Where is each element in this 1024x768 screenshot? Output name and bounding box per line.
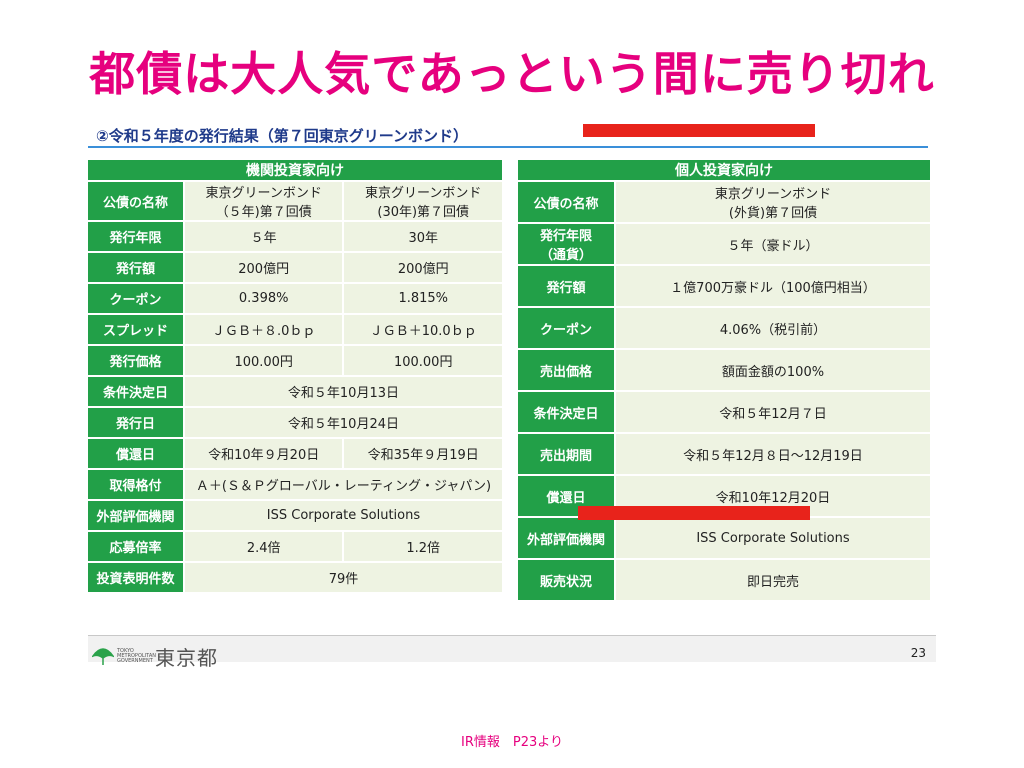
logo-english-text: TOKYO METROPOLITAN GOVERNMENT (117, 648, 156, 664)
row-value-5yr: 0.398% (184, 284, 343, 313)
row-value: ISS Corporate Solutions (184, 501, 502, 530)
table-header-row: 個人投資家向け (518, 160, 930, 180)
row-value: Ａ＋(Ｓ＆Ｐグローバル・レーティング・ジャパン) (184, 470, 502, 499)
row-value: 即日完売 (616, 560, 930, 600)
page-title: 都債は大人気であっという間に売り切れ (89, 47, 935, 101)
row-value-5yr: ＪＧＢ＋８.0ｂｐ (184, 315, 343, 344)
table-header: 個人投資家向け (518, 160, 930, 180)
logo-japanese-text: 東京都 (155, 646, 218, 670)
source-caption: IR情報 P23より (461, 735, 563, 750)
row-value: 額面金額の100% (616, 350, 930, 390)
row-label: 条件決定日 (518, 392, 614, 432)
red-highlight-name (583, 124, 815, 137)
row-value-5yr: 100.00円 (184, 346, 343, 375)
row-value: 令和５年10月24日 (184, 408, 502, 437)
individual-investor-table: 個人投資家向け 公債の名称 東京グリーンボンド (外貨)第７回債 発行年限 （通貨） ５年（… (516, 158, 932, 602)
row-value: ５年（豪ドル） (616, 224, 930, 264)
row-value: 東京グリーンボンド (外貨)第７回債 (616, 182, 930, 222)
row-label: 発行年限 （通貨） (518, 224, 614, 264)
row-label: 発行年限 (88, 222, 183, 251)
table-header-row: 機関投資家向け (88, 160, 502, 180)
red-highlight-sales-status (578, 506, 810, 520)
row-value-30yr: 30年 (344, 222, 502, 251)
table-row: 外部評価機関 ISS Corporate Solutions (518, 518, 930, 558)
table-row: 売出期間 令和５年12月８日～12月19日 (518, 434, 930, 474)
slide-footer: TOKYO METROPOLITAN GOVERNMENT 東京都 23 (88, 636, 936, 670)
row-value: 79件 (184, 563, 502, 592)
table-row: 公債の名称 東京グリーンボンド （５年)第７回債 東京グリーンボンド (30年)第７回債 (88, 182, 502, 220)
table-row: 販売状況 即日完売 (518, 560, 930, 600)
subtitle-underline (88, 146, 928, 148)
table-row: 発行額 １億700万豪ドル（100億円相当） (518, 266, 930, 306)
row-value-30yr: ＪＧＢ＋10.0ｂｐ (344, 315, 502, 344)
row-label: 応募倍率 (88, 532, 183, 561)
table-row: クーポン 4.06%（税引前） (518, 308, 930, 348)
row-value-5yr: 2.4倍 (184, 532, 343, 561)
table-row: 発行年限 ５年 30年 (88, 222, 502, 251)
table-row: 外部評価機関 ISS Corporate Solutions (88, 501, 502, 530)
table-row: 条件決定日 令和５年10月13日 (88, 377, 502, 406)
row-label: 取得格付 (88, 470, 183, 499)
ginkgo-leaf-icon (92, 647, 114, 665)
table-row: 投資表明件数 79件 (88, 563, 502, 592)
row-value: ISS Corporate Solutions (616, 518, 930, 558)
row-label: 投資表明件数 (88, 563, 183, 592)
table-row: 条件決定日 令和５年12月７日 (518, 392, 930, 432)
table-row: 売出価格 額面金額の100% (518, 350, 930, 390)
row-label: スプレッド (88, 315, 183, 344)
slide: ②令和５年度の発行結果（第７回東京グリーンボンド） 機関投資家向け 公債の名称 東京… (86, 115, 936, 670)
row-label: 売出期間 (518, 434, 614, 474)
row-label: 売出価格 (518, 350, 614, 390)
row-label: 発行額 (518, 266, 614, 306)
row-label: クーポン (88, 284, 183, 313)
row-label: 公債の名称 (88, 182, 183, 220)
table-row: 取得格付 Ａ＋(Ｓ＆Ｐグローバル・レーティング・ジャパン) (88, 470, 502, 499)
row-label: 外部評価機関 (518, 518, 614, 558)
row-value: １億700万豪ドル（100億円相当） (616, 266, 930, 306)
row-value: 令和５年12月７日 (616, 392, 930, 432)
row-value: 令和５年12月８日～12月19日 (616, 434, 930, 474)
row-value: 4.06%（税引前） (616, 308, 930, 348)
row-value-30yr: 東京グリーンボンド (30年)第７回債 (344, 182, 502, 220)
row-value-30yr: 200億円 (344, 253, 502, 282)
table-row: 償還日 令和10年９月20日 令和35年９月19日 (88, 439, 502, 468)
row-label: 償還日 (518, 476, 614, 516)
row-value-5yr: 令和10年９月20日 (184, 439, 343, 468)
row-value-30yr: 令和35年９月19日 (344, 439, 502, 468)
row-value-5yr: ５年 (184, 222, 343, 251)
row-label: クーポン (518, 308, 614, 348)
table-row: 発行価格 100.00円 100.00円 (88, 346, 502, 375)
slide-subtitle: ②令和５年度の発行結果（第７回東京グリーンボンド） (96, 127, 468, 145)
row-label: 発行価格 (88, 346, 183, 375)
row-label: 償還日 (88, 439, 183, 468)
institutional-investor-table: 機関投資家向け 公債の名称 東京グリーンボンド （５年)第７回債 東京グリーンボンド (3… (86, 158, 504, 594)
table-row: スプレッド ＪＧＢ＋８.0ｂｐ ＪＧＢ＋10.0ｂｐ (88, 315, 502, 344)
table-row: 発行日 令和５年10月24日 (88, 408, 502, 437)
tokyo-metropolitan-logo: TOKYO METROPOLITAN GOVERNMENT 東京都 (92, 642, 218, 671)
row-label: 条件決定日 (88, 377, 183, 406)
row-label: 発行日 (88, 408, 183, 437)
row-value-5yr: 200億円 (184, 253, 343, 282)
row-value-5yr: 東京グリーンボンド （５年)第７回債 (184, 182, 343, 220)
row-label: 販売状況 (518, 560, 614, 600)
table-row: 発行額 200億円 200億円 (88, 253, 502, 282)
row-label: 発行額 (88, 253, 183, 282)
table-row: 発行年限 （通貨） ５年（豪ドル） (518, 224, 930, 264)
row-value-30yr: 1.815% (344, 284, 502, 313)
row-value-30yr: 100.00円 (344, 346, 502, 375)
table-row: 応募倍率 2.4倍 1.2倍 (88, 532, 502, 561)
row-label: 外部評価機関 (88, 501, 183, 530)
table-header: 機関投資家向け (88, 160, 502, 180)
row-label: 公債の名称 (518, 182, 614, 222)
footer-divider (88, 635, 936, 636)
table-row: クーポン 0.398% 1.815% (88, 284, 502, 313)
slide-page-number: 23 (910, 646, 926, 660)
row-value-30yr: 1.2倍 (344, 532, 502, 561)
row-value: 令和５年10月13日 (184, 377, 502, 406)
table-row: 公債の名称 東京グリーンボンド (外貨)第７回債 (518, 182, 930, 222)
